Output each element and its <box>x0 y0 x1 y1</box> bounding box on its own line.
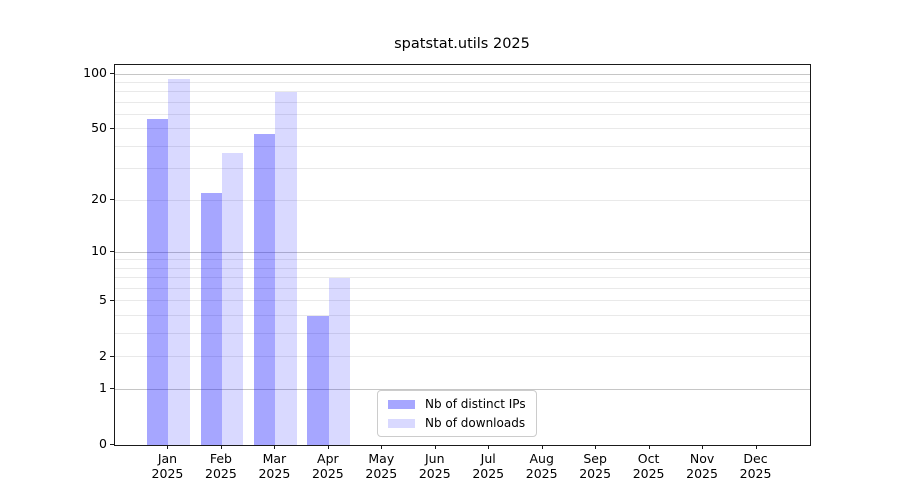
y-tick-label: 1 <box>99 380 107 396</box>
legend-label: Nb of downloads <box>425 416 526 430</box>
minor-gridline <box>115 81 810 83</box>
minor-gridline <box>115 128 810 130</box>
y-tick-label: 10 <box>91 243 107 259</box>
y-tick-label: 5 <box>99 291 107 307</box>
minor-gridline <box>115 356 810 358</box>
x-tick-mark <box>274 445 276 449</box>
y-tick-mark <box>110 388 114 390</box>
legend-swatch <box>388 418 415 428</box>
legend-swatch <box>388 399 415 409</box>
y-tick-label: 2 <box>99 347 107 363</box>
x-tick-mark <box>220 445 222 449</box>
minor-gridline <box>115 114 810 116</box>
x-tick-label: Aug 2025 <box>525 451 558 481</box>
x-tick-mark <box>755 445 757 449</box>
bar <box>147 118 169 445</box>
x-tick-label: May 2025 <box>365 451 398 481</box>
x-tick-label: Sep 2025 <box>579 451 612 481</box>
legend-label: Nb of distinct IPs <box>425 397 526 411</box>
y-tick-label: 20 <box>91 191 107 207</box>
minor-gridline <box>115 145 810 147</box>
legend-entry: Nb of downloads <box>388 416 526 430</box>
bar <box>307 315 329 445</box>
x-tick-label: Oct 2025 <box>632 451 665 481</box>
minor-gridline <box>115 168 810 170</box>
y-tick-label: 0 <box>99 436 107 451</box>
plot-area: Nb of distinct IPs Nb of downloads <box>114 64 811 446</box>
x-tick-label: Mar 2025 <box>258 451 291 481</box>
x-tick-label: Jun 2025 <box>418 451 451 481</box>
x-tick-label: Jul 2025 <box>472 451 505 481</box>
x-tick-mark <box>434 445 436 449</box>
bar <box>275 91 297 445</box>
bar <box>328 277 351 445</box>
x-tick-mark <box>702 445 704 449</box>
major-gridline <box>115 73 810 75</box>
minor-gridline <box>115 333 810 335</box>
x-tick-label: Dec 2025 <box>739 451 772 481</box>
minor-gridline <box>115 101 810 103</box>
chart-title: spatstat.utils 2025 <box>394 36 530 52</box>
bar <box>254 133 276 445</box>
y-tick-mark <box>110 251 114 253</box>
x-tick-label: Feb 2025 <box>205 451 237 481</box>
y-tick-mark <box>110 444 114 445</box>
x-tick-label: Apr 2025 <box>311 451 344 481</box>
minor-gridline <box>115 288 810 290</box>
y-tick-mark <box>110 73 114 75</box>
y-tick-mark <box>110 355 114 357</box>
minor-gridline <box>115 277 810 279</box>
x-tick-label: Nov 2025 <box>686 451 718 481</box>
major-gridline <box>115 251 810 253</box>
x-tick-mark <box>488 445 490 449</box>
bar <box>168 78 190 445</box>
major-gridline <box>115 388 810 390</box>
minor-gridline <box>115 91 810 93</box>
x-tick-mark <box>381 445 383 449</box>
x-tick-mark <box>595 445 597 449</box>
x-tick-mark <box>541 445 543 449</box>
minor-gridline <box>115 315 810 317</box>
bar <box>200 192 222 445</box>
legend-entry: Nb of distinct IPs <box>388 397 526 411</box>
minor-gridline <box>115 199 810 201</box>
minor-gridline <box>115 259 810 261</box>
y-tick-label: 100 <box>83 65 107 81</box>
y-tick-mark <box>110 127 114 129</box>
minor-gridline <box>115 300 810 302</box>
x-tick-mark <box>167 445 169 449</box>
y-tick-mark <box>110 199 114 201</box>
minor-gridline <box>115 267 810 269</box>
x-tick-mark <box>327 445 329 449</box>
x-tick-mark <box>648 445 650 449</box>
y-tick-mark <box>110 299 114 301</box>
x-tick-label: Jan 2025 <box>151 451 184 481</box>
y-tick-label: 50 <box>91 119 107 135</box>
legend: Nb of distinct IPs Nb of downloads <box>377 390 537 437</box>
bar <box>221 152 244 445</box>
